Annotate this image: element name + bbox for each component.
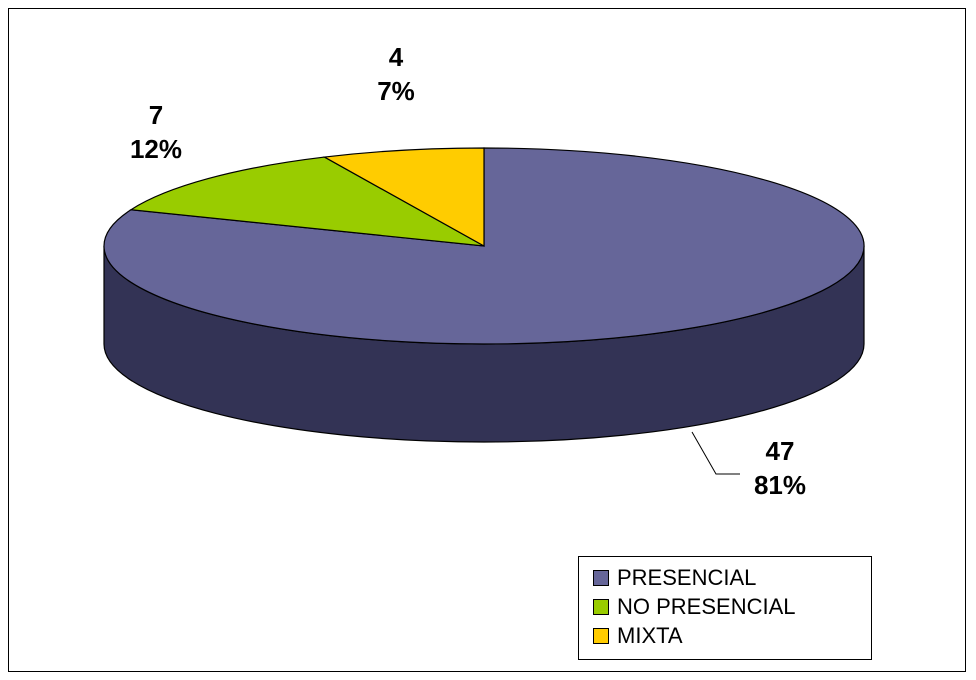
legend-label-no-presencial: NO PRESENCIAL	[617, 593, 796, 619]
slice-label-mixta: 4 7%	[336, 40, 456, 108]
slice-label-no-presencial: 7 12%	[96, 98, 216, 166]
legend-label-presencial: PRESENCIAL	[617, 564, 757, 590]
legend-swatch-no-presencial	[593, 598, 609, 615]
slice-no-presencial	[129, 156, 485, 247]
slice-percent-no-presencial: 12%	[129, 134, 183, 164]
slice-label-presencial: 47 81%	[720, 434, 840, 502]
legend-swatch-mixta	[593, 627, 609, 644]
slice-value-presencial: 47	[765, 436, 795, 466]
legend-item-no-presencial: NO PRESENCIAL	[579, 592, 871, 621]
legend-swatch-presencial	[593, 569, 609, 586]
slice-value-no-presencial: 7	[148, 100, 164, 130]
slice-mixta	[322, 147, 485, 248]
slice-percent-presencial: 81%	[753, 470, 807, 500]
legend-item-mixta: MIXTA	[579, 621, 871, 650]
legend: PRESENCIAL NO PRESENCIAL MIXTA	[578, 556, 872, 660]
leader-line-presencial	[691, 431, 740, 475]
slice-percent-mixta: 7%	[377, 76, 415, 106]
legend-label-mixta: MIXTA	[617, 622, 683, 648]
slice-value-mixta: 4	[388, 42, 404, 72]
legend-item-presencial: PRESENCIAL	[579, 563, 871, 592]
